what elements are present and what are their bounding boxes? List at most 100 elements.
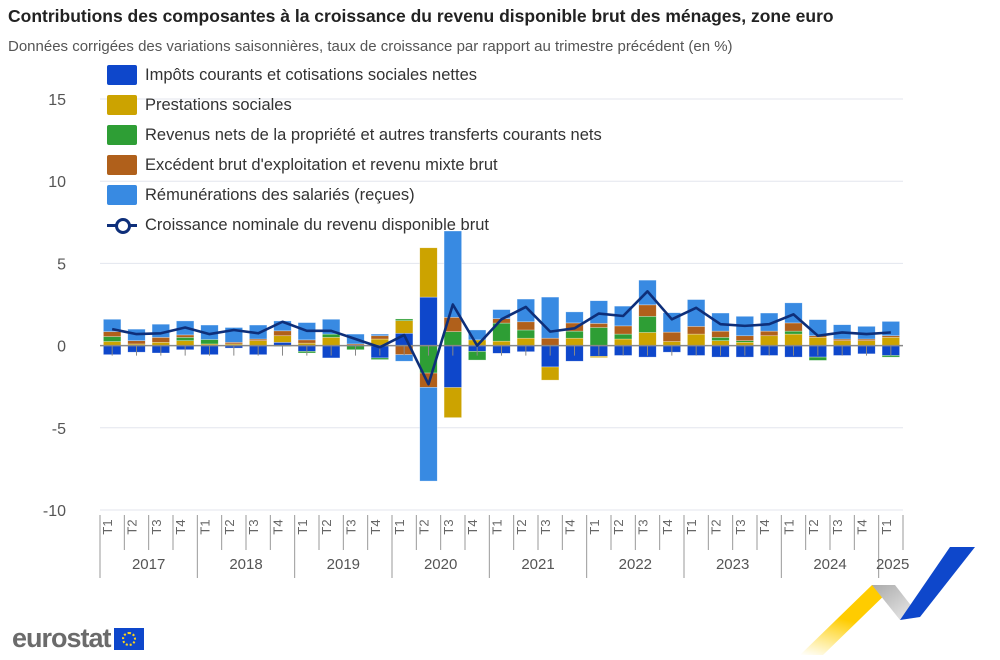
x-tick-label-year: 2023 xyxy=(716,556,749,573)
legend-swatch xyxy=(107,125,137,145)
bar-segment xyxy=(419,296,438,346)
bar-segment xyxy=(638,304,657,317)
x-tick-label-quarter: T3 xyxy=(149,519,164,534)
x-tick-label-quarter: T1 xyxy=(198,519,213,534)
bar-segment xyxy=(808,356,827,361)
bar-segment xyxy=(541,337,560,346)
legend-label: Prestations sociales xyxy=(145,95,292,114)
chart-title: Contributions des composantes à la crois… xyxy=(8,6,834,26)
x-tick-label-quarter: T1 xyxy=(490,519,505,534)
bar-segment xyxy=(200,339,219,345)
bar-segment xyxy=(589,355,608,358)
x-tick-label-quarter: T1 xyxy=(587,519,602,534)
eu-flag-icon xyxy=(113,627,144,650)
bar-segment xyxy=(711,337,730,341)
legend-item-croissance[interactable]: Croissance nominale du revenu disponible… xyxy=(107,210,602,240)
bar-segment xyxy=(176,334,195,338)
x-tick-label-year: 2024 xyxy=(813,556,846,573)
bar-segment xyxy=(541,366,560,381)
x-tick-label-quarter: T3 xyxy=(246,519,261,534)
bar-segment xyxy=(516,329,535,339)
x-tick-label-quarter: T4 xyxy=(368,519,383,534)
bar-segment xyxy=(565,311,584,324)
y-tick-label: 10 xyxy=(48,174,66,191)
bar-segment xyxy=(808,337,827,346)
x-tick-label-quarter: T2 xyxy=(417,519,432,534)
bar-segment xyxy=(687,326,706,335)
bar-segment xyxy=(273,335,292,343)
x-tick-label-quarter: T3 xyxy=(830,519,845,534)
x-tick-label-quarter: T4 xyxy=(465,519,480,534)
chart-subtitle: Données corrigées des variations saisonn… xyxy=(8,38,733,55)
legend-item-impots[interactable]: Impôts courants et cotisations sociales … xyxy=(107,60,602,90)
x-tick-label-quarter: T3 xyxy=(538,519,553,534)
legend-swatch xyxy=(107,95,137,115)
bar-segment xyxy=(395,354,414,362)
x-tick-label-quarter: T3 xyxy=(344,519,359,534)
x-tick-label-quarter: T1 xyxy=(100,519,115,534)
y-tick-label: 0 xyxy=(57,339,66,356)
x-tick-label-quarter: T1 xyxy=(684,519,699,534)
x-tick-label-quarter: T3 xyxy=(733,519,748,534)
bar-segment xyxy=(881,355,900,358)
bar-segment xyxy=(760,330,779,337)
x-tick-label-quarter: T2 xyxy=(611,519,626,534)
bar-segment xyxy=(687,333,706,346)
x-tick-label-quarter: T4 xyxy=(563,519,578,534)
bar-segment xyxy=(322,333,341,338)
legend-swatch xyxy=(107,185,137,205)
legend-label: Excédent brut d'exploitation et revenu m… xyxy=(145,155,498,174)
x-tick-label-quarter: T1 xyxy=(295,519,310,534)
x-tick-label-quarter: T3 xyxy=(441,519,456,534)
bar-segment xyxy=(711,330,730,338)
legend: Impôts courants et cotisations sociales … xyxy=(107,60,602,240)
legend-item-remunerations[interactable]: Rémunérations des salariés (reçues) xyxy=(107,180,602,210)
x-tick-label-year: 2018 xyxy=(229,556,262,573)
x-tick-label-quarter: T4 xyxy=(757,519,772,534)
bar-segment xyxy=(589,300,608,324)
legend-item-prestations[interactable]: Prestations sociales xyxy=(107,90,602,120)
legend-line-marker xyxy=(107,215,137,235)
x-tick-label-quarter: T1 xyxy=(392,519,407,534)
bar-segment xyxy=(565,330,584,339)
x-tick-label-quarter: T4 xyxy=(173,519,188,534)
bar-segment xyxy=(784,330,803,335)
x-tick-label-year: 2017 xyxy=(132,556,165,573)
x-tick-label-quarter: T1 xyxy=(879,519,894,534)
legend-item-revenus-nets[interactable]: Revenus nets de la propriété et autres t… xyxy=(107,120,602,150)
legend-swatch xyxy=(107,65,137,85)
bar-segment xyxy=(127,340,146,345)
y-tick-label: -5 xyxy=(52,421,66,438)
bar-segment xyxy=(370,333,389,337)
x-tick-label-quarter: T2 xyxy=(709,519,724,534)
y-tick-label: -10 xyxy=(43,503,66,520)
x-tick-label-quarter: T3 xyxy=(636,519,651,534)
bar-segment xyxy=(395,318,414,321)
bar-segment xyxy=(419,387,438,482)
bar-segment xyxy=(419,247,438,298)
legend-label: Revenus nets de la propriété et autres t… xyxy=(145,125,602,144)
x-tick-label-quarter: T1 xyxy=(782,519,797,534)
x-tick-label-quarter: T2 xyxy=(319,519,334,534)
bar-segment xyxy=(103,318,122,332)
bar-segment xyxy=(516,337,535,346)
legend-item-excedent[interactable]: Excédent brut d'exploitation et revenu m… xyxy=(107,150,602,180)
x-tick-label-year: 2025 xyxy=(876,556,909,573)
bar-segment xyxy=(808,319,827,337)
bar-segment xyxy=(711,312,730,332)
bar-segment xyxy=(614,333,633,340)
x-tick-label-quarter: T2 xyxy=(125,519,140,534)
bar-segment xyxy=(784,322,803,332)
bar-segment xyxy=(784,333,803,346)
x-tick-label-year: 2022 xyxy=(619,556,652,573)
bar-segment xyxy=(103,331,122,337)
legend-label: Croissance nominale du revenu disponible… xyxy=(145,215,489,234)
bar-segment xyxy=(370,335,389,340)
bar-segment xyxy=(395,320,414,334)
bar-segment xyxy=(322,337,341,346)
x-tick-label-quarter: T2 xyxy=(806,519,821,534)
bar-segment xyxy=(443,230,462,318)
bar-segment xyxy=(638,316,657,333)
